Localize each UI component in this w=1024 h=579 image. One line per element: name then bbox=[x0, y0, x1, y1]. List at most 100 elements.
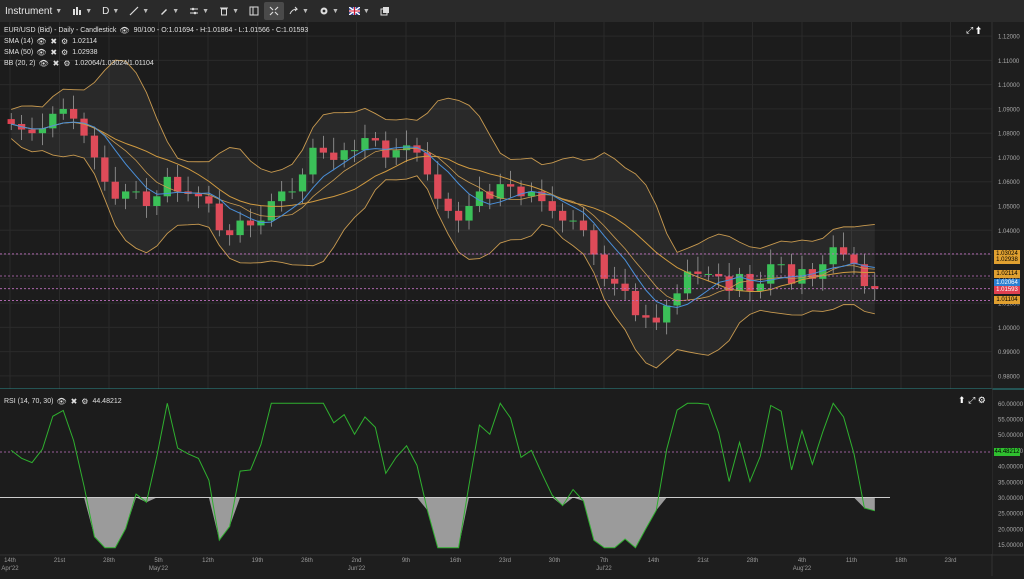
candle-body bbox=[194, 193, 203, 197]
candle-body bbox=[350, 150, 359, 152]
draw-line-button[interactable]: ▼ bbox=[124, 0, 154, 22]
bollinger-upper-line bbox=[11, 59, 875, 253]
settings-icon[interactable]: ⚙ bbox=[977, 395, 986, 405]
settings-button[interactable]: ▼ bbox=[314, 0, 344, 22]
gear-icon[interactable]: ⚙ bbox=[81, 397, 89, 406]
expand-icon[interactable]: ⤢ bbox=[966, 25, 974, 35]
maximize-icon[interactable]: ⬆ bbox=[975, 25, 982, 35]
price-axis-label: 1.04000 bbox=[998, 229, 1020, 235]
language-button[interactable]: ▼ bbox=[344, 0, 375, 22]
candle-body bbox=[600, 254, 608, 279]
layout-button[interactable] bbox=[244, 0, 264, 22]
candle-body bbox=[704, 273, 712, 275]
fit-button[interactable] bbox=[264, 2, 285, 20]
share-button[interactable]: ▼ bbox=[284, 0, 314, 22]
eye-icon[interactable]: 👁 bbox=[36, 37, 47, 46]
period-dropdown[interactable]: D ▼ bbox=[97, 0, 124, 22]
candle-body bbox=[80, 118, 88, 136]
price-axis-label: 1.09000 bbox=[998, 107, 1020, 113]
close-icon[interactable]: ✖ bbox=[52, 59, 60, 68]
candle-body bbox=[132, 191, 140, 193]
chevron-down-icon: ▼ bbox=[362, 7, 370, 15]
candle-body bbox=[340, 150, 348, 160]
bb-value: 1.02064/1.03024/1.01104 bbox=[74, 60, 154, 67]
sma50-line bbox=[11, 121, 875, 292]
x-axis-label: 23rd bbox=[499, 558, 511, 564]
close-icon[interactable]: ✖ bbox=[70, 397, 78, 406]
x-axis-label: 2nd bbox=[351, 558, 361, 564]
bollinger-lower-line bbox=[10, 138, 875, 369]
price-tag: 1.02114 bbox=[994, 270, 1020, 278]
draw-line-icon bbox=[129, 6, 139, 16]
candle-body bbox=[330, 152, 338, 160]
price-axis-label: 1.10000 bbox=[998, 83, 1020, 89]
candle-body bbox=[444, 198, 452, 211]
candle-body bbox=[278, 191, 286, 202]
price-axis-label: 1.11000 bbox=[998, 59, 1020, 65]
chart-type-icon bbox=[72, 6, 82, 16]
candle-body bbox=[423, 152, 432, 175]
x-axis-label: 5th bbox=[154, 558, 162, 564]
popout-icon bbox=[380, 6, 390, 16]
gear-icon[interactable]: ⚙ bbox=[61, 48, 69, 57]
rsi-axis-label: 40.00000 bbox=[998, 465, 1024, 471]
price-tag: 1.03024 bbox=[994, 250, 1020, 258]
indicators-button[interactable]: ▼ bbox=[184, 0, 214, 22]
rsi-axis-label: 20.00000 bbox=[998, 527, 1024, 533]
price-axis-label: 1.08000 bbox=[998, 132, 1020, 138]
pen-button[interactable]: ▼ bbox=[154, 0, 184, 22]
rsi-axis-label: 15.00000 bbox=[998, 543, 1024, 549]
x-axis-label: 11th bbox=[846, 558, 857, 564]
candle-body bbox=[49, 113, 57, 129]
candle-body bbox=[475, 191, 484, 206]
candle-body bbox=[174, 176, 182, 192]
chart-type-button[interactable]: ▼ bbox=[67, 0, 97, 22]
gear-icon[interactable]: ⚙ bbox=[63, 59, 71, 68]
candle-body bbox=[715, 273, 723, 277]
x-axis-label: 18th bbox=[895, 558, 907, 564]
candle-body bbox=[122, 191, 130, 199]
x-axis-label: 23rd bbox=[944, 558, 956, 564]
eye-icon[interactable]: 👁 bbox=[119, 26, 130, 35]
x-axis-label: 26th bbox=[301, 558, 313, 564]
price-tag: 1.01593 bbox=[994, 286, 1020, 294]
candle-body bbox=[413, 145, 421, 153]
rsi-value-tag: 44.48212 bbox=[994, 448, 1020, 456]
expand-icon[interactable]: ⤢ bbox=[968, 395, 976, 405]
candle-body bbox=[402, 145, 411, 151]
x-axis-label: 4th bbox=[798, 558, 806, 564]
candle-body bbox=[142, 191, 151, 206]
candle-body bbox=[392, 150, 400, 158]
chevron-down-icon: ▼ bbox=[55, 7, 63, 15]
candle-body bbox=[69, 108, 78, 119]
x-axis-month-label: Jul'22 bbox=[596, 566, 612, 572]
candle-body bbox=[569, 220, 577, 222]
candle-body bbox=[517, 186, 525, 197]
rsi-axis-label: 30.00000 bbox=[998, 496, 1024, 502]
x-axis-label: 19th bbox=[252, 558, 264, 564]
price-axis-label: 0.98000 bbox=[998, 374, 1020, 380]
eye-icon[interactable]: 👁 bbox=[36, 48, 47, 57]
gear-icon[interactable]: ⚙ bbox=[61, 37, 69, 46]
settings-icon bbox=[319, 6, 329, 16]
candle-body bbox=[767, 264, 775, 284]
chevron-down-icon: ▼ bbox=[202, 7, 210, 15]
move-up-icon[interactable]: ⬆ bbox=[958, 395, 966, 405]
eye-icon[interactable]: 👁 bbox=[56, 397, 67, 406]
price-axis-label: 0.99000 bbox=[998, 350, 1020, 356]
candle-body bbox=[829, 247, 837, 265]
eye-icon[interactable]: 👁 bbox=[38, 59, 49, 68]
chart-area[interactable]: 1.12000 1.11000 1.10000 1.09000 1.08000 1.070… bbox=[0, 22, 1024, 576]
instrument-dropdown[interactable]: Instrument ▼ bbox=[0, 0, 67, 22]
sma50-value: 1.02938 bbox=[72, 49, 98, 56]
candle-body bbox=[611, 278, 619, 284]
close-icon[interactable]: ✖ bbox=[50, 48, 58, 57]
delete-button[interactable]: ▼ bbox=[214, 0, 244, 22]
popout-button[interactable] bbox=[375, 0, 395, 22]
rsi-pane-background bbox=[0, 389, 992, 554]
price-tag: 1.02938 bbox=[994, 256, 1020, 264]
close-icon[interactable]: ✖ bbox=[50, 37, 58, 46]
chart-canvas[interactable]: 1.12000 1.11000 1.10000 1.09000 1.08000 1.070… bbox=[0, 22, 1024, 576]
price-tag: 1.02064 bbox=[994, 279, 1020, 287]
bb-legend: BB (20, 2) 👁 ✖ ⚙ 1.02064/1.03024/1.01104 bbox=[4, 59, 154, 68]
